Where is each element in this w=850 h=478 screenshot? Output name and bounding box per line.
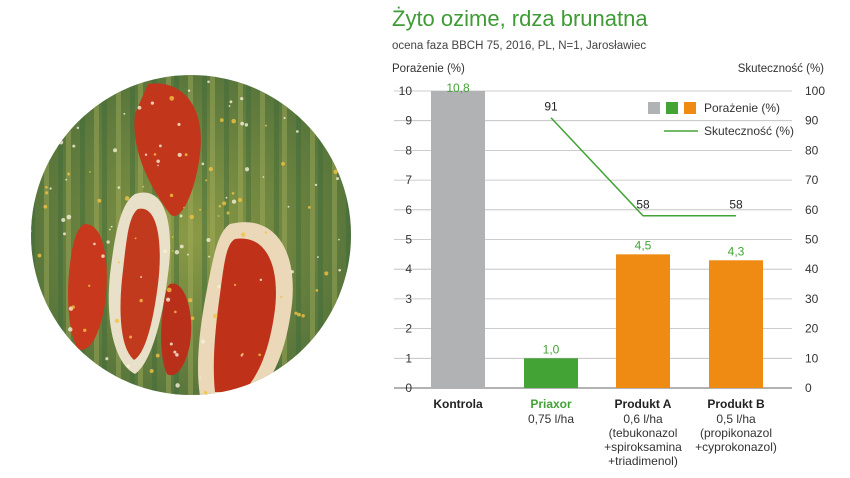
category-sublabel: 0,5 l/ha (716, 412, 756, 426)
y-axis-right: 0 10 20 30 40 50 60 70 80 90 100 (805, 84, 825, 395)
efficacy-line (550, 117, 736, 217)
y2-tick-label: 10 (805, 351, 819, 365)
legend-swatch (666, 102, 678, 114)
legend: Porażenie (%) Skuteczność (%) (648, 101, 794, 138)
bar-value-label: 1,0 (543, 342, 560, 356)
y-tick-label: 1 (405, 351, 412, 365)
line-value-label: 58 (729, 198, 743, 212)
legend-swatch (684, 102, 696, 114)
chart-subtitle: ocena faza BBCH 75, 2016, PL, N=1, Jaros… (392, 40, 647, 52)
y-tick-label: 9 (405, 114, 412, 128)
leaf-rust-photo (31, 75, 351, 395)
bar (616, 254, 670, 388)
y2-tick-label: 40 (805, 262, 819, 276)
bar (431, 91, 485, 388)
y2-tick-label: 0 (805, 381, 812, 395)
value-labels: 10,8 1,0 4,5 4,3 91 58 58 (446, 81, 744, 356)
y-tick-label: 7 (405, 173, 412, 187)
category-label: Priaxor (530, 397, 572, 411)
bar-value-label: 4,5 (635, 238, 652, 252)
bar (709, 260, 763, 388)
y2-tick-label: 80 (805, 143, 819, 157)
category-sublabel: (propikonazol (700, 426, 772, 440)
category-sublabel: (tebukonazol (609, 426, 678, 440)
y-tick-label: 10 (399, 84, 413, 98)
y2-tick-label: 60 (805, 203, 819, 217)
legend-label-line: Skuteczność (%) (704, 124, 794, 138)
legend-label-bars: Porażenie (%) (704, 101, 780, 115)
y-tick-label: 8 (405, 143, 412, 157)
y2-tick-label: 70 (805, 173, 819, 187)
line-value-label: 58 (636, 198, 650, 212)
y-axis-left-title: Porażenie (%) (392, 63, 465, 75)
y-axis-right-title: Skuteczność (%) (737, 63, 824, 75)
bar-value-label: 4,3 (728, 244, 745, 258)
y2-tick-label: 50 (805, 233, 819, 247)
bar (524, 358, 578, 388)
category-sublabel: +cyprokonazol) (695, 440, 777, 454)
efficacy-series-line (550, 117, 736, 217)
y-tick-label: 5 (405, 233, 412, 247)
category-label: Produkt B (707, 397, 765, 411)
y-axis-left: 0 1 2 3 4 5 6 7 8 9 10 (399, 84, 413, 395)
y2-tick-label: 20 (805, 322, 819, 336)
category-sublabel: 0,6 l/ha (623, 412, 663, 426)
line-value-label: 91 (544, 100, 558, 114)
category-label: Kontrola (433, 397, 483, 411)
chart-title: Żyto ozime, rdza brunatna (392, 6, 648, 31)
y-tick-label: 3 (405, 292, 412, 306)
bar-value-label: 10,8 (446, 81, 470, 95)
y-tick-label: 4 (405, 262, 412, 276)
y2-tick-label: 30 (805, 292, 819, 306)
y-tick-label: 6 (405, 203, 412, 217)
y2-tick-label: 100 (805, 84, 825, 98)
y-tick-label: 0 (405, 381, 412, 395)
category-sublabel: +spiroksamina (604, 440, 682, 454)
category-label: Produkt A (615, 397, 672, 411)
category-sublabel: +triadimenol) (608, 454, 678, 468)
bars (431, 91, 763, 388)
legend-swatch (648, 102, 660, 114)
y2-tick-label: 90 (805, 114, 819, 128)
y-tick-label: 2 (405, 322, 412, 336)
category-sublabel: 0,75 l/ha (528, 412, 574, 426)
